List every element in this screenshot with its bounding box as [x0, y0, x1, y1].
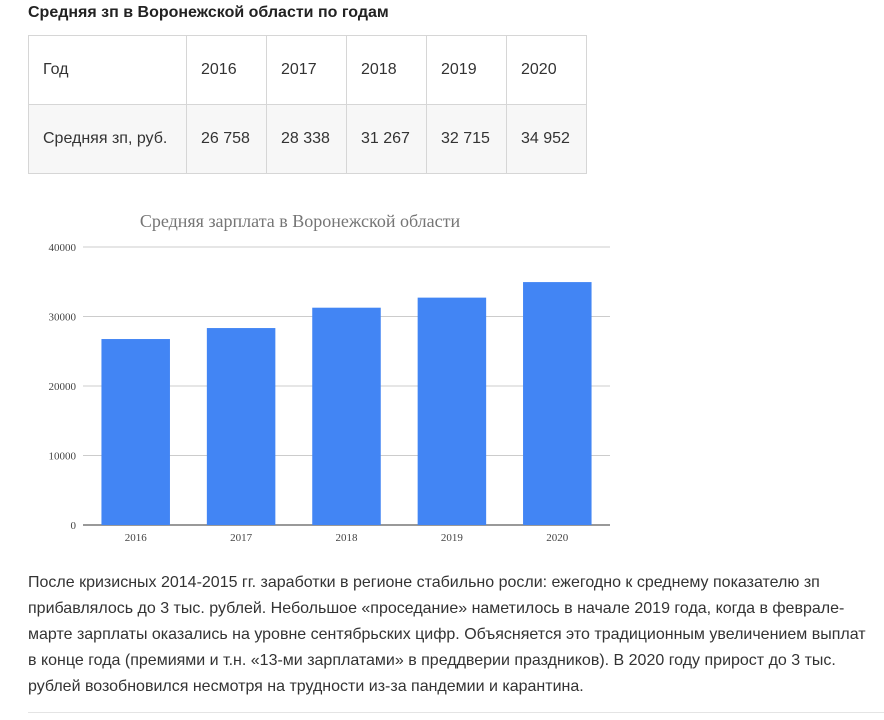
y-tick-label: 40000 [49, 242, 77, 254]
table-cell: Средняя зп, руб. [28, 104, 187, 174]
x-tick-label: 2018 [336, 532, 359, 544]
table-cell: 34 952 [506, 104, 587, 174]
y-tick-label: 0 [71, 520, 77, 532]
table-cell: 2020 [506, 35, 587, 105]
y-tick-label: 10000 [49, 451, 77, 463]
bar-2018 [312, 307, 381, 525]
chart-y-axis: 0 10000 20000 30000 40000 [49, 242, 77, 532]
chart-x-axis: 2016 2017 2018 2019 2020 [125, 532, 569, 544]
chart-canvas: Средняя зарплата в Воронежской области 0… [49, 211, 610, 544]
y-tick-label: 30000 [49, 312, 77, 324]
table-cell: 28 338 [266, 104, 347, 174]
bar-2019 [417, 297, 487, 525]
table-cell: 2016 [186, 35, 267, 105]
bar-2016 [101, 339, 170, 525]
table-row: Средняя зп, руб. 26 758 28 338 31 267 32… [28, 104, 587, 174]
bar-2020 [523, 282, 592, 525]
chart-title: Средняя зарплата в Воронежской области [140, 211, 461, 231]
bar-2017 [206, 328, 276, 525]
page-heading: Средняя зп в Воронежской области по года… [28, 4, 389, 21]
table-header-row: Год 2016 2017 2018 2019 2020 [28, 35, 587, 105]
description-paragraph: После кризисных 2014-2015 гг. заработки … [28, 574, 866, 695]
divider [28, 712, 884, 713]
salary-table: Год 2016 2017 2018 2019 2020 Средняя зп,… [28, 35, 587, 174]
x-tick-label: 2017 [230, 532, 253, 544]
table-cell: 32 715 [426, 104, 507, 174]
table-cell: 31 267 [346, 104, 427, 174]
x-tick-label: 2019 [441, 532, 464, 544]
salary-bar-chart: Средняя зарплата в Воронежской области 0… [28, 196, 628, 556]
y-tick-label: 20000 [49, 381, 77, 393]
table-cell: 2019 [426, 35, 507, 105]
table-cell: 2017 [266, 35, 347, 105]
table-cell: 26 758 [186, 104, 267, 174]
chart-bars [101, 282, 592, 525]
table-cell: Год [28, 35, 187, 105]
x-tick-label: 2016 [125, 532, 148, 544]
x-tick-label: 2020 [546, 532, 569, 544]
table-cell: 2018 [346, 35, 427, 105]
